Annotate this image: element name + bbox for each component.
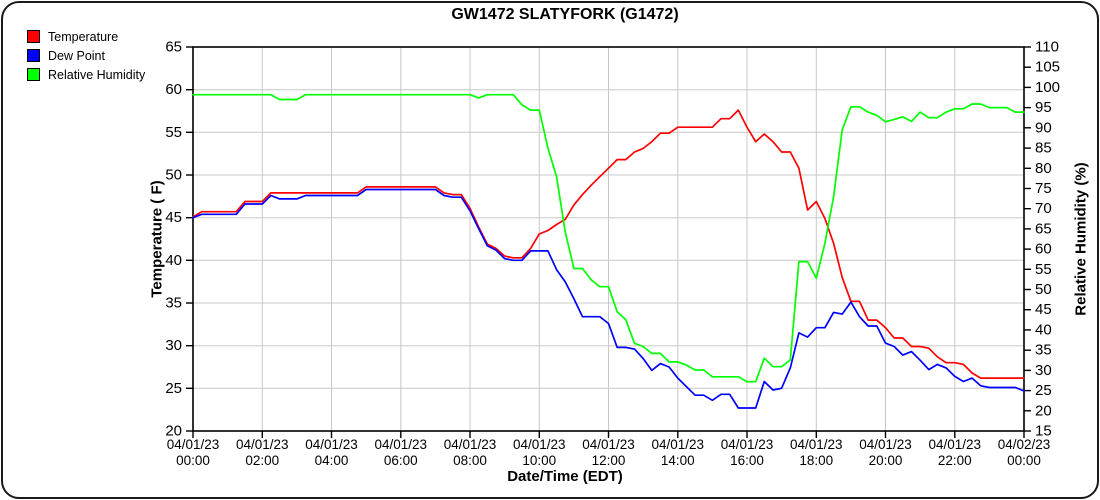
temperature-line (192, 109, 1025, 379)
x-tick-date: 04/01/23 (929, 437, 982, 452)
x-tick-date: 04/01/23 (236, 437, 289, 452)
x-tick-date: 04/01/23 (444, 437, 497, 452)
right-tick-label: 25 (1035, 382, 1052, 399)
x-axis-title: Date/Time (EDT) (507, 468, 623, 485)
right-tick-label: 90 (1035, 119, 1052, 136)
x-tick-time: 04:00 (315, 453, 349, 468)
legend-label-relative-humidity: Relative Humidity (48, 67, 146, 82)
legend-item-dew-point: Dew Point (27, 46, 145, 65)
x-tick-time: 06:00 (384, 453, 418, 468)
dew-point-swatch-icon (27, 49, 40, 62)
left-tick-label: 35 (165, 295, 182, 312)
right-tick-label: 110 (1035, 39, 1059, 56)
left-tick-label: 40 (165, 252, 182, 269)
x-tick-time: 08:00 (453, 453, 487, 468)
x-tick-date: 04/01/23 (305, 437, 358, 452)
right-tick-label: 80 (1035, 160, 1052, 177)
right-tick-label: 20 (1035, 402, 1052, 419)
right-tick-label: 75 (1035, 180, 1052, 197)
x-tick-time: 12:00 (592, 453, 626, 468)
x-tick-date: 04/01/23 (582, 437, 635, 452)
x-tick-time: 02:00 (245, 453, 279, 468)
x-tick-time: 10:00 (522, 453, 556, 468)
left-tick-label: 20 (165, 423, 182, 440)
x-tick-date: 04/01/23 (513, 437, 566, 452)
left-tick-label: 60 (165, 81, 182, 98)
right-tick-label: 100 (1035, 79, 1060, 96)
left-tick-label: 55 (165, 124, 182, 141)
temperature-swatch-icon (27, 30, 40, 43)
x-tick-date: 04/01/23 (859, 437, 912, 452)
left-tick-label: 45 (165, 209, 182, 226)
right-tick-label: 55 (1035, 261, 1052, 278)
right-tick-label: 35 (1035, 342, 1052, 359)
x-tick-time: 22:00 (938, 453, 972, 468)
legend-label-dew-point: Dew Point (48, 48, 105, 63)
x-tick-date: 04/02/23 (998, 437, 1051, 452)
legend-item-temperature: Temperature (27, 27, 145, 46)
right-tick-label: 50 (1035, 281, 1052, 298)
right-tick-label: 70 (1035, 200, 1052, 217)
right-tick-label: 15 (1035, 423, 1052, 440)
right-tick-label: 105 (1035, 59, 1060, 76)
x-tick-time: 00:00 (176, 453, 210, 468)
left-tick-label: 50 (165, 167, 182, 184)
right-tick-label: 40 (1035, 321, 1052, 338)
x-tick-time: 14:00 (661, 453, 695, 468)
x-tick-time: 00:00 (1007, 453, 1041, 468)
left-tick-label: 30 (165, 337, 182, 354)
right-tick-label: 30 (1035, 362, 1052, 379)
right-tick-label: 85 (1035, 140, 1052, 157)
legend-label-temperature: Temperature (48, 29, 119, 44)
relative-humidity-line (192, 93, 1025, 383)
chart-title: GW1472 SLATYFORK (G1472) (451, 6, 679, 23)
legend-item-relative-humidity: Relative Humidity (27, 65, 145, 84)
x-tick-date: 04/01/23 (721, 437, 774, 452)
x-tick-time: 16:00 (730, 453, 764, 468)
dew-point-line (192, 188, 1025, 409)
left-tick-label: 25 (165, 380, 182, 397)
x-tick-date: 04/01/23 (375, 437, 428, 452)
right-tick-label: 65 (1035, 220, 1052, 237)
legend: Temperature Dew Point Relative Humidity (27, 27, 145, 84)
x-tick-time: 18:00 (799, 453, 833, 468)
right-tick-label: 95 (1035, 99, 1052, 116)
x-tick-date: 04/01/23 (652, 437, 705, 452)
x-tick-date: 04/01/23 (167, 437, 220, 452)
relative-humidity-swatch-icon (27, 68, 40, 81)
right-tick-label: 45 (1035, 301, 1052, 318)
x-tick-date: 04/01/23 (790, 437, 843, 452)
left-tick-label: 65 (165, 39, 182, 56)
x-tick-time: 20:00 (869, 453, 903, 468)
right-tick-label: 60 (1035, 241, 1052, 258)
